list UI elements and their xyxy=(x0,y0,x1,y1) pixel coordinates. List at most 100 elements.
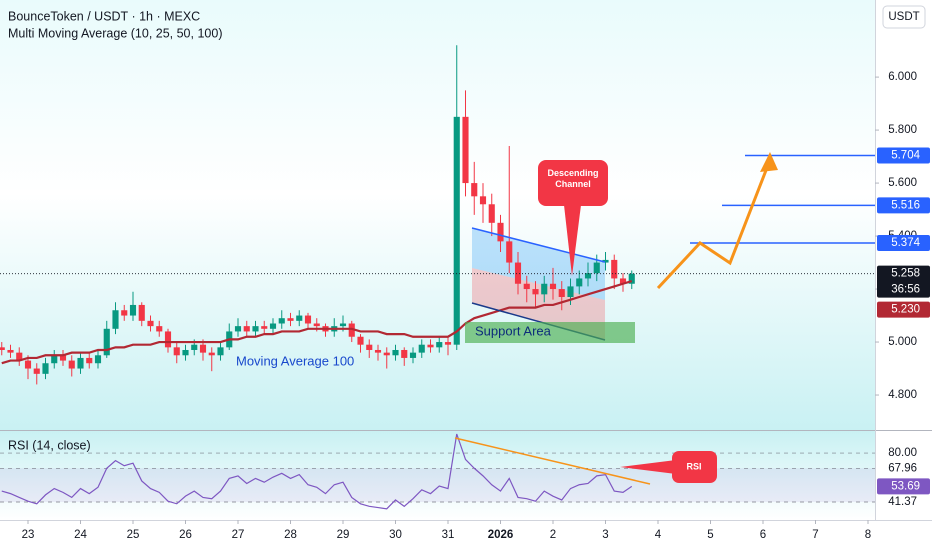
candle-body xyxy=(234,326,242,332)
candle-body xyxy=(497,222,504,242)
candle-body xyxy=(558,289,565,297)
target-level-label: 5.374 xyxy=(891,237,920,249)
callout-box xyxy=(538,160,608,206)
x-tick-label: 30 xyxy=(389,529,402,541)
candle-body xyxy=(164,331,172,348)
candle-body xyxy=(313,323,320,327)
candle-body xyxy=(619,278,627,284)
chart-subtitle: Multi Moving Average (10, 25, 50, 100) xyxy=(8,26,222,40)
target-level-label-box xyxy=(877,147,930,164)
candle-body xyxy=(0,347,5,350)
candle-body xyxy=(611,259,618,279)
target-level-label-box xyxy=(877,234,930,251)
candle-body xyxy=(261,326,268,329)
candle-body xyxy=(383,352,390,356)
callout-pointer xyxy=(564,205,581,276)
candle-body xyxy=(541,283,548,295)
currency: USDT xyxy=(888,11,919,23)
candle-body xyxy=(453,116,460,345)
rsi-callout-text: RSI xyxy=(686,461,701,471)
candle-body xyxy=(436,342,443,348)
candle-body xyxy=(7,349,14,353)
axes: USDT 23 24 25 26 27 28 29 30 31 2026 2 3 4 5 6 7 84.8005… xyxy=(22,5,930,541)
candle-body xyxy=(462,116,469,184)
candle-body xyxy=(366,344,373,350)
arrow-head xyxy=(760,152,778,172)
callout-text-box: Descending Channel xyxy=(547,168,598,189)
candle-body xyxy=(576,278,583,287)
currency-box xyxy=(882,5,926,29)
candle-body xyxy=(357,336,364,345)
candle-body xyxy=(24,360,32,369)
candle-body xyxy=(287,318,294,321)
candle-body xyxy=(156,326,163,332)
x-tick-label: 2 xyxy=(550,529,556,541)
ma-label: Moving Average 100 xyxy=(236,353,354,368)
rsi-callout-pointer xyxy=(620,460,676,474)
x-tick-label: 25 xyxy=(127,529,140,541)
x-tick-label: 7 xyxy=(812,529,818,541)
candle-body xyxy=(593,262,600,274)
candle-body xyxy=(103,328,110,356)
candle-body xyxy=(506,241,513,263)
candle-body xyxy=(409,352,417,358)
x-tick-label: 24 xyxy=(74,529,87,541)
rsi-last-label: 53.69 xyxy=(891,480,920,492)
candle-body xyxy=(549,283,557,290)
plot xyxy=(0,45,875,510)
last-price-box xyxy=(877,265,930,298)
x-tick-label: 29 xyxy=(337,529,350,541)
rsi-last-label-box xyxy=(877,478,930,495)
rsi-title: RSI (14, close) xyxy=(8,438,91,452)
y-tick-label: 5.800 xyxy=(888,124,917,136)
moving-average xyxy=(1,280,633,365)
candle-body xyxy=(392,349,399,356)
y-tick-label: 41.37 xyxy=(888,496,917,508)
candle-body xyxy=(173,347,180,356)
candle-body xyxy=(567,286,574,297)
channel-upper xyxy=(472,228,605,300)
candle-body xyxy=(121,310,128,316)
candle-body xyxy=(51,355,58,364)
ma-last-label-box xyxy=(877,301,930,318)
x-tick-label: 2026 xyxy=(488,529,514,541)
support-area xyxy=(465,322,635,343)
candle-body xyxy=(138,304,145,321)
candle-body xyxy=(523,283,530,290)
candle-body xyxy=(86,357,93,364)
candle-body xyxy=(182,349,189,356)
candle-body xyxy=(59,355,67,361)
candle-body xyxy=(304,315,312,324)
countdown: 36:56 xyxy=(891,284,920,296)
candle-body xyxy=(628,273,635,284)
x-tick-label: 8 xyxy=(865,529,871,541)
x-tick-label: 27 xyxy=(232,529,245,541)
candle-body xyxy=(444,342,452,345)
candle-body xyxy=(514,262,522,284)
candle-body xyxy=(584,273,592,279)
rsi-callout-box xyxy=(672,451,717,483)
candle-body xyxy=(217,347,224,356)
candle-body xyxy=(602,259,609,263)
candle-body xyxy=(269,323,277,329)
y-tick-label: 4.800 xyxy=(888,389,917,401)
candle-body xyxy=(252,326,259,332)
support-label: Support Area xyxy=(475,323,552,338)
price-pane xyxy=(0,0,875,430)
candle-body xyxy=(427,344,434,348)
projection-arrow xyxy=(656,159,772,290)
last-price: 5.258 xyxy=(891,268,920,280)
chart-title: BounceToken / USDT · 1h · MEXC xyxy=(8,9,200,23)
x-tick-label: 31 xyxy=(442,529,455,541)
candle-body xyxy=(16,352,23,361)
target-level-label-box xyxy=(877,197,930,214)
candle-body xyxy=(42,363,49,374)
x-tick-label: 4 xyxy=(655,529,662,541)
x-tick-label: 3 xyxy=(602,529,608,541)
y-tick-label: 80.00 xyxy=(888,447,917,459)
candle-body xyxy=(401,349,408,358)
y-tick-label: 5.600 xyxy=(888,177,917,189)
rsi-pane xyxy=(0,431,875,520)
